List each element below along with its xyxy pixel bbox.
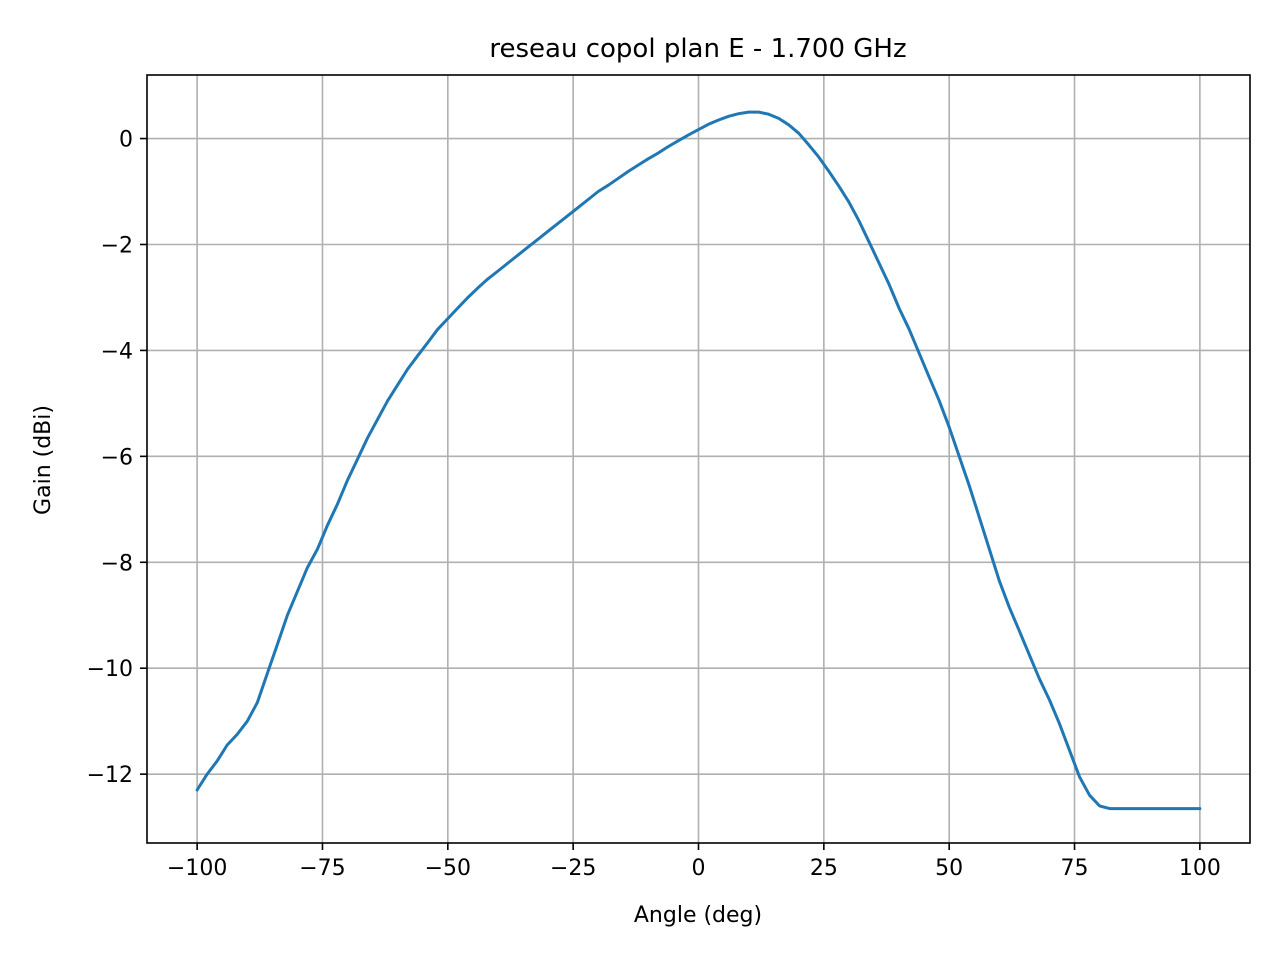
x-tick-label: 100 [1179,856,1221,881]
y-tick-label: −6 [101,445,133,470]
x-tick-label: 75 [1061,856,1089,881]
x-tick-label: −50 [425,856,471,881]
x-tick-label: 25 [810,856,838,881]
x-tick-label: −75 [299,856,345,881]
y-tick-label: −12 [87,763,133,788]
x-tick-label: 50 [935,856,963,881]
y-axis-label: Gain (dBi) [31,405,56,515]
y-tick-label: −10 [87,657,133,682]
grid-lines [147,75,1250,843]
series-layer [195,110,1202,811]
x-tick-label: 0 [692,856,706,881]
x-tick-label: −100 [167,856,227,881]
y-tick-label: 0 [119,128,133,153]
chart-title: reseau copol plan E - 1.700 GHz [489,34,906,64]
y-tick-label: −8 [101,551,133,576]
y-tick-label: −2 [101,233,133,258]
x-axis-label: Angle (deg) [634,903,762,928]
series-line [195,110,1202,811]
y-tick-label: −4 [101,339,133,364]
ticks: −100 −75 −50 −25 0 25 50 75 100 0 −2 −4 −6 −8 −10 −12 [87,128,1221,881]
x-tick-label: −25 [550,856,596,881]
